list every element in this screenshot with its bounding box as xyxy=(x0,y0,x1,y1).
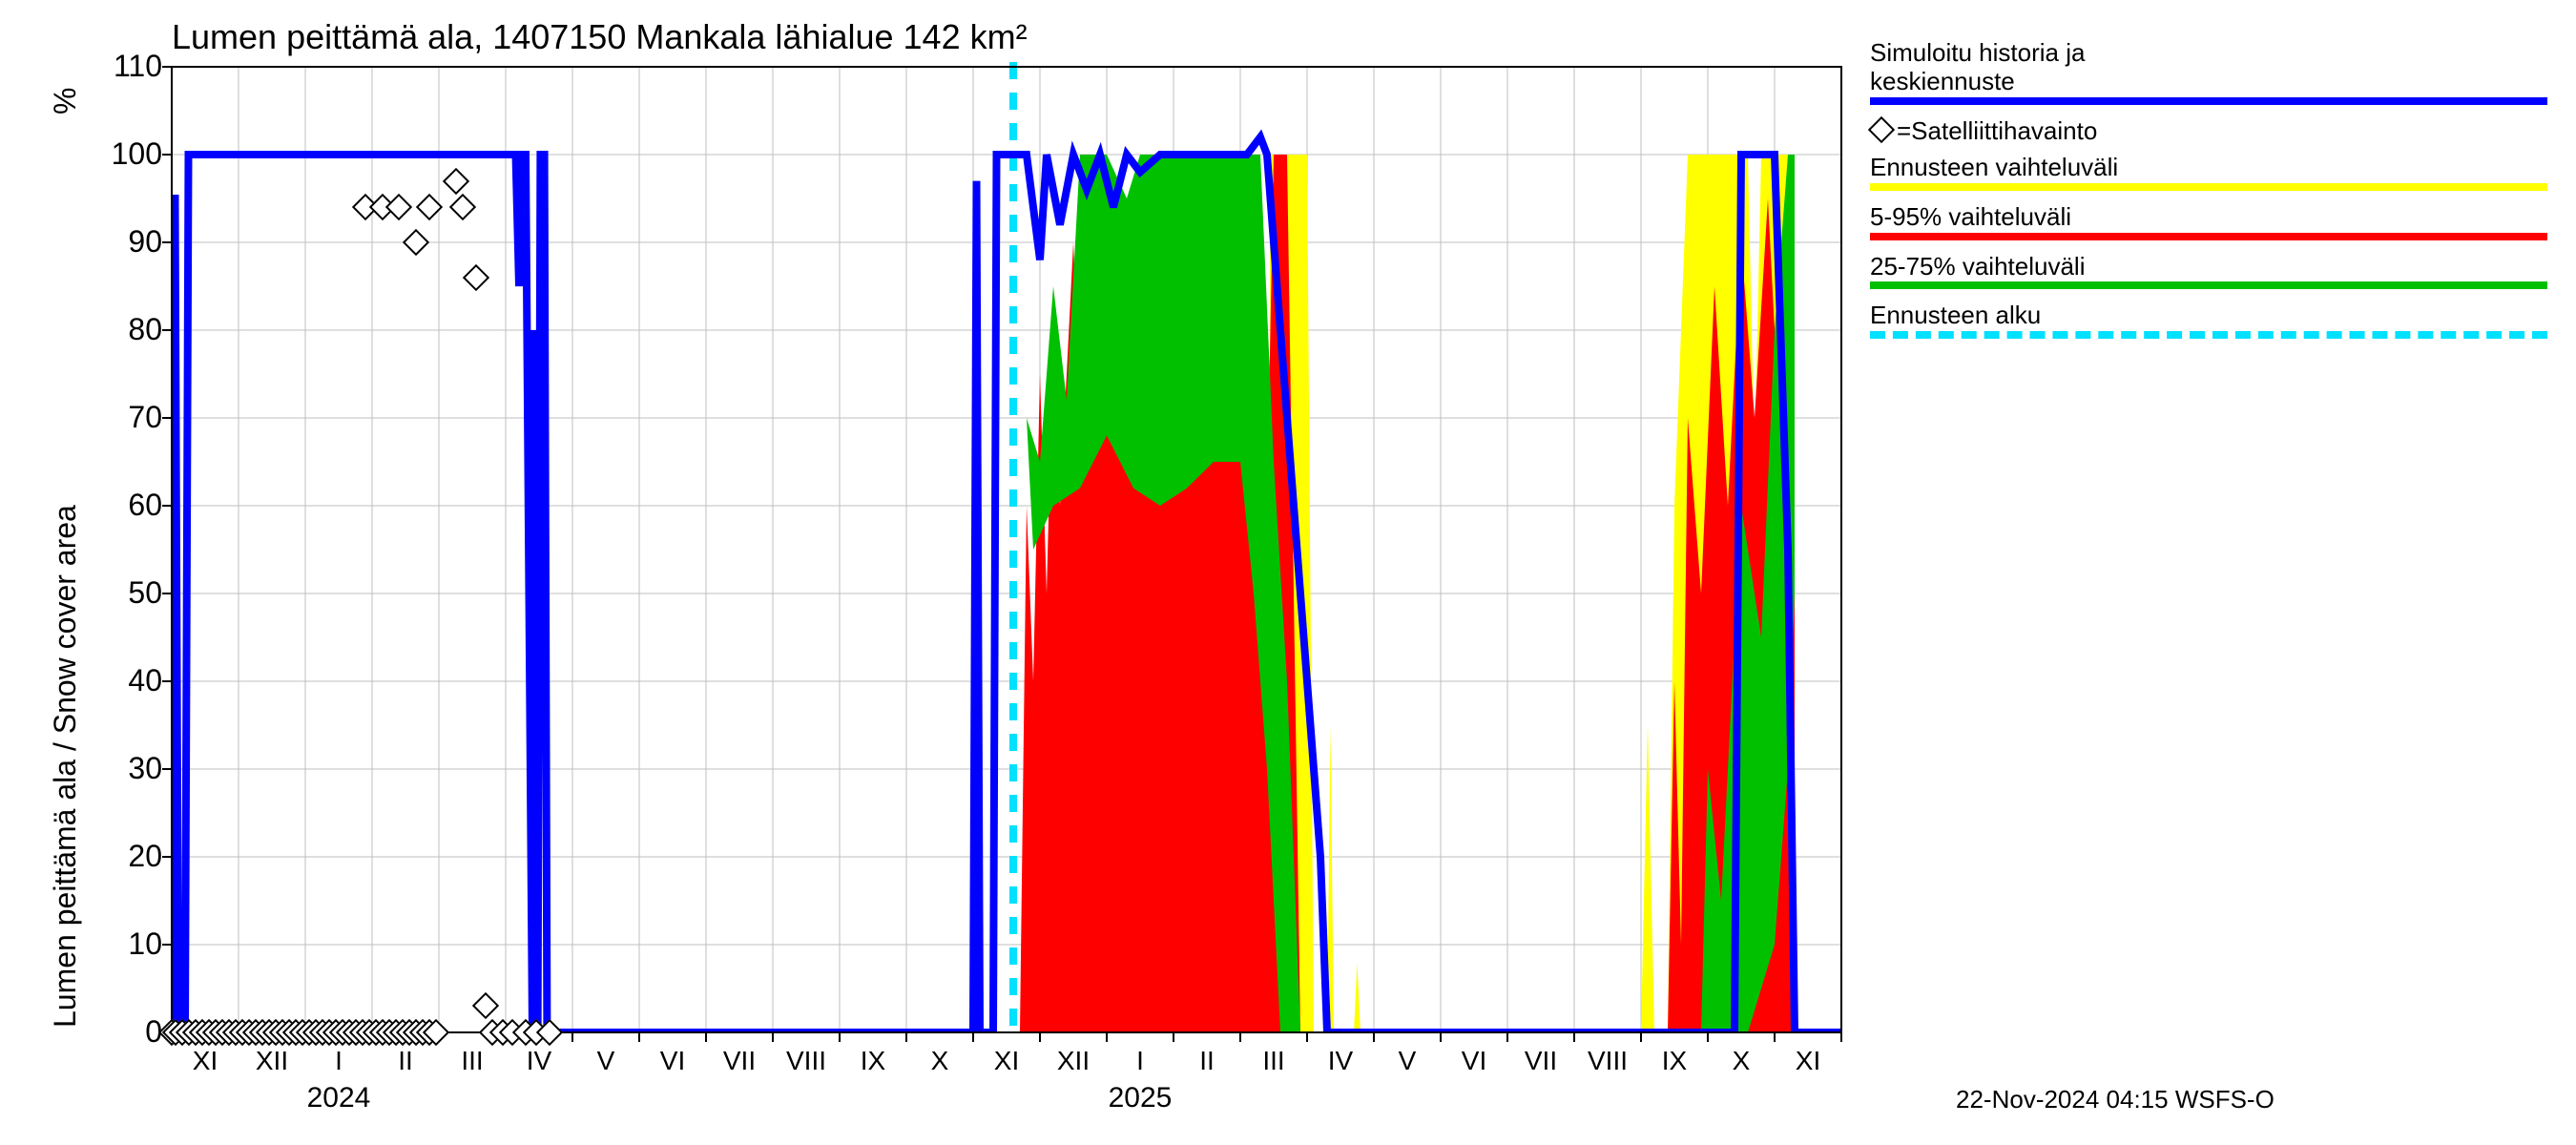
x-tick-label: V xyxy=(1399,1046,1417,1076)
x-year-label: 2025 xyxy=(1109,1082,1173,1114)
y-tick-label: 50 xyxy=(95,575,162,611)
y-tick-label: 70 xyxy=(95,400,162,435)
x-tick-label: IV xyxy=(527,1046,551,1076)
x-tick-label: VII xyxy=(1525,1046,1557,1076)
x-tick-label: III xyxy=(1262,1046,1284,1076)
x-tick-label: XII xyxy=(256,1046,288,1076)
legend-label: Ennusteen alku xyxy=(1870,301,2041,330)
x-tick-label: I xyxy=(1136,1046,1144,1076)
x-tick-label: II xyxy=(398,1046,413,1076)
legend-swatch xyxy=(1870,281,2547,289)
legend-label: =Satelliittihavainto xyxy=(1897,116,2097,146)
x-tick-label: XI xyxy=(193,1046,218,1076)
y-tick-label: 40 xyxy=(95,663,162,698)
legend-label: 5-95% vaihteluväli xyxy=(1870,202,2071,232)
y-tick-label: 20 xyxy=(95,839,162,874)
x-tick-label: IX xyxy=(1662,1046,1687,1076)
legend-swatch xyxy=(1870,331,2547,339)
y-tick-label: 30 xyxy=(95,751,162,786)
x-tick-label: X xyxy=(931,1046,949,1076)
x-tick-label: XI xyxy=(994,1046,1019,1076)
y-tick-label: 90 xyxy=(95,224,162,260)
x-tick-label: V xyxy=(597,1046,615,1076)
x-tick-label: III xyxy=(461,1046,483,1076)
x-tick-label: IX xyxy=(861,1046,885,1076)
y-tick-label: 0 xyxy=(95,1014,162,1050)
legend-label: 25-75% vaihteluväli xyxy=(1870,252,2085,281)
x-tick-label: I xyxy=(335,1046,343,1076)
x-tick-label: XII xyxy=(1057,1046,1090,1076)
x-tick-label: VII xyxy=(723,1046,756,1076)
x-tick-label: VI xyxy=(660,1046,685,1076)
x-tick-label: VI xyxy=(1462,1046,1486,1076)
footer-timestamp: 22-Nov-2024 04:15 WSFS-O xyxy=(1956,1085,2275,1114)
y-tick-label: 10 xyxy=(95,926,162,962)
x-year-label: 2024 xyxy=(307,1082,371,1114)
y-tick-label: 110 xyxy=(95,49,162,84)
x-tick-label: II xyxy=(1199,1046,1215,1076)
legend-swatch xyxy=(1870,97,2547,105)
x-tick-label: IV xyxy=(1328,1046,1353,1076)
legend-swatch xyxy=(1870,183,2547,191)
y-tick-label: 80 xyxy=(95,312,162,347)
x-tick-label: VIII xyxy=(786,1046,826,1076)
legend-label: Simuloitu historia ja xyxy=(1870,38,2085,68)
x-tick-label: VIII xyxy=(1588,1046,1628,1076)
legend-swatch xyxy=(1870,233,2547,240)
plot-area xyxy=(0,0,2576,1145)
chart-root: Lumen peittämä ala, 1407150 Mankala lähi… xyxy=(0,0,2576,1145)
y-tick-label: 60 xyxy=(95,488,162,523)
legend-label: Ennusteen vaihteluväli xyxy=(1870,153,2118,182)
y-tick-label: 100 xyxy=(95,136,162,172)
x-tick-label: XI xyxy=(1796,1046,1820,1076)
legend-label: keskiennuste xyxy=(1870,67,2015,96)
x-tick-label: X xyxy=(1733,1046,1751,1076)
